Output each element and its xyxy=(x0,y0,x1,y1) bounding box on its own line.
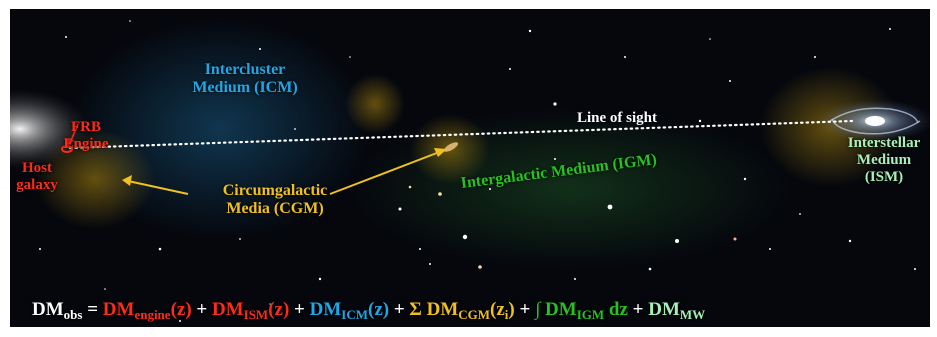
dm-obs-term: DMobs xyxy=(32,299,83,322)
host-galaxy-label: Host galaxy xyxy=(16,160,58,193)
space-background xyxy=(10,19,930,322)
plus-sign: + xyxy=(389,299,410,320)
line-of-sight-dotted xyxy=(68,119,854,150)
dm-ism-term: DMISM(z) xyxy=(211,299,290,322)
icm-label: Intercluster Medium (ICM) xyxy=(192,61,298,96)
line-of-sight-label: Line of sight xyxy=(577,110,658,126)
dm-engine-term: DMengine(z) xyxy=(102,299,192,322)
cgm-arrow-left xyxy=(127,180,189,195)
cgm-arrow-left-head xyxy=(122,175,132,186)
equals-sign: = xyxy=(82,299,103,320)
ism-label: Interstellar Medium (ISM) xyxy=(847,135,921,185)
dm-icm-term: DMICM(z) xyxy=(309,299,390,322)
dm-cgm-term: Σ DMCGM(zi) xyxy=(409,299,515,322)
plus-sign: + xyxy=(514,299,536,320)
dm-equation: DMobs = DMengine(z) + DMISM(z) + DMICM(z… xyxy=(32,299,705,323)
plus-sign: + xyxy=(191,299,212,320)
milky-way-image xyxy=(817,99,930,143)
frb-engine-label: FRB Engine xyxy=(63,119,109,152)
frb-arrow-head xyxy=(66,138,74,146)
background-stars xyxy=(39,20,916,322)
cgm-label: Circumgalactic Media (CGM) xyxy=(222,182,328,217)
cgm-arrow-right-head xyxy=(434,148,447,157)
intervening-galaxy-image xyxy=(443,142,459,152)
cgm-glow-foreground xyxy=(345,74,405,134)
frb-engine-marker xyxy=(61,145,73,153)
diagram-frame: FRB Engine Host galaxy Intercluster Medi… xyxy=(10,9,930,327)
dm-mw-term: DMMW xyxy=(648,299,706,322)
dm-igm-term: ∫ DMIGM dz xyxy=(535,299,628,322)
cgm-arrow-right xyxy=(329,150,443,195)
plus-sign: + xyxy=(627,299,649,320)
plus-sign: + xyxy=(289,299,310,320)
